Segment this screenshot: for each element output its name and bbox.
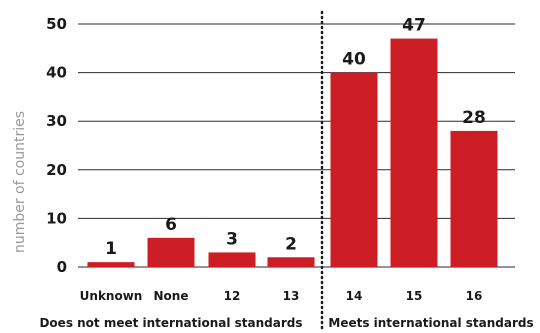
bar-13 bbox=[267, 257, 315, 267]
data-label-unknown: 1 bbox=[105, 239, 117, 259]
data-label-13: 2 bbox=[285, 234, 297, 254]
y-axis-label: number of countries bbox=[12, 111, 28, 253]
bar-16 bbox=[450, 130, 498, 267]
category-label-15: 15 bbox=[406, 289, 423, 303]
data-label-none: 6 bbox=[165, 215, 177, 235]
y-tick-labels: 0 10 20 30 40 50 bbox=[46, 15, 67, 276]
bar-12 bbox=[208, 252, 256, 267]
group-label-meets: Meets international standards bbox=[328, 316, 533, 330]
category-label-13: 13 bbox=[283, 289, 300, 303]
data-label-12: 3 bbox=[226, 229, 238, 249]
data-label-16: 28 bbox=[462, 108, 486, 128]
category-label-12: 12 bbox=[224, 289, 241, 303]
bar-none bbox=[147, 237, 195, 267]
bars bbox=[87, 38, 498, 267]
bar-14 bbox=[330, 72, 378, 267]
y-tick-label: 10 bbox=[46, 209, 67, 227]
bar-unknown bbox=[87, 262, 135, 267]
bar-15 bbox=[390, 38, 438, 267]
data-label-15: 47 bbox=[402, 16, 426, 36]
y-tick-label: 20 bbox=[46, 161, 67, 179]
category-label-14: 14 bbox=[346, 289, 363, 303]
gridlines bbox=[78, 23, 515, 268]
y-tick-label: 50 bbox=[46, 15, 67, 33]
category-label-unknown: Unknown bbox=[80, 289, 143, 303]
y-tick-label: 0 bbox=[57, 258, 67, 276]
category-label-none: None bbox=[154, 289, 189, 303]
category-labels: Unknown None 12 13 14 15 16 bbox=[80, 289, 483, 303]
category-label-16: 16 bbox=[466, 289, 483, 303]
y-tick-label: 40 bbox=[46, 64, 67, 82]
data-labels: 1 6 3 2 40 47 28 bbox=[105, 16, 486, 260]
data-label-14: 40 bbox=[342, 50, 366, 70]
y-tick-label: 30 bbox=[46, 112, 67, 130]
group-label-does-not-meet: Does not meet international standards bbox=[39, 316, 302, 330]
